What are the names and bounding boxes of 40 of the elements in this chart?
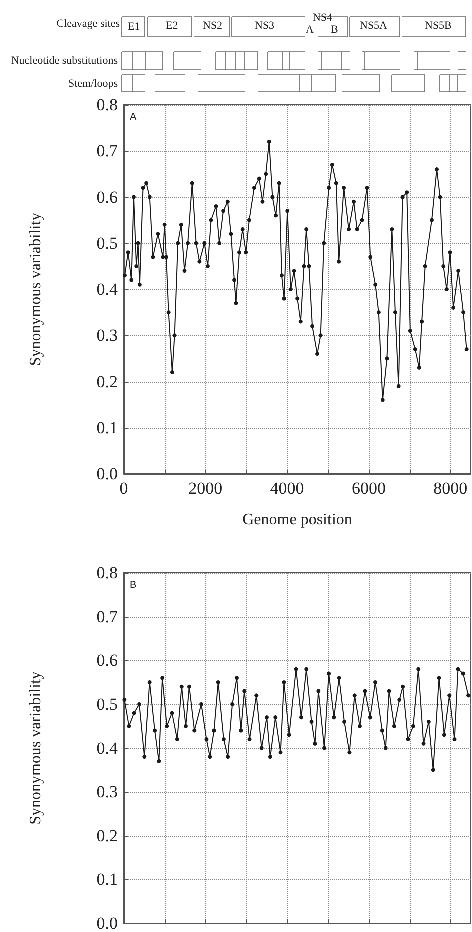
text: A bbox=[306, 24, 314, 36]
text: NS5A bbox=[360, 20, 388, 32]
annotation: B bbox=[130, 580, 137, 591]
x-tick-label: 6000 bbox=[352, 479, 386, 498]
text: Stem/loops bbox=[68, 78, 118, 90]
y-tick-label: 0.5 bbox=[96, 694, 118, 714]
y-tick-label: 0.2 bbox=[96, 826, 118, 846]
x-tick-label: 0 bbox=[120, 479, 128, 498]
y-tick-label: 0.3 bbox=[96, 782, 118, 802]
x-tick-label: 2000 bbox=[188, 479, 223, 498]
text: Cleavage sites bbox=[56, 18, 120, 30]
x-tick-label: 4000 bbox=[270, 479, 304, 498]
text: NS5B bbox=[425, 20, 452, 32]
y-tick-label: 0.3 bbox=[96, 326, 118, 346]
y-tick-label: 0.7 bbox=[96, 142, 118, 161]
y-tick-label: 0.1 bbox=[96, 418, 118, 438]
y-tick-label: 0.8 bbox=[96, 564, 118, 582]
text: NS2 bbox=[203, 20, 223, 32]
y-tick-label: 0.6 bbox=[96, 651, 118, 670]
text: NS3 bbox=[255, 20, 275, 32]
text: E2 bbox=[166, 20, 178, 32]
text: Nucleotide substitutions bbox=[11, 55, 118, 67]
y-tick-label: 0.2 bbox=[96, 372, 118, 392]
x-tick-label: 8000 bbox=[434, 479, 468, 498]
y-tick-label: 0.5 bbox=[96, 234, 118, 253]
y-tick-label: 0.7 bbox=[96, 607, 118, 626]
text: NS4 bbox=[313, 12, 333, 24]
text: E1 bbox=[128, 21, 140, 33]
y-tick-label: 0.4 bbox=[96, 280, 118, 299]
y-tick-label: 0.4 bbox=[96, 738, 118, 758]
y-tick-label: 0.1 bbox=[96, 870, 118, 890]
text: B bbox=[331, 24, 338, 36]
y-tick-label: 0.6 bbox=[96, 188, 118, 207]
annotation: A bbox=[130, 112, 137, 123]
y-axis-title: Synonymous variability bbox=[28, 672, 44, 825]
x-axis-title: Genome position bbox=[242, 512, 352, 528]
y-tick-label: 0.0 bbox=[96, 464, 118, 484]
y-tick-label: 0.8 bbox=[96, 96, 118, 114]
y-tick-label: 0.0 bbox=[96, 914, 118, 932]
y-axis-title: Synonymous variability bbox=[28, 212, 44, 366]
